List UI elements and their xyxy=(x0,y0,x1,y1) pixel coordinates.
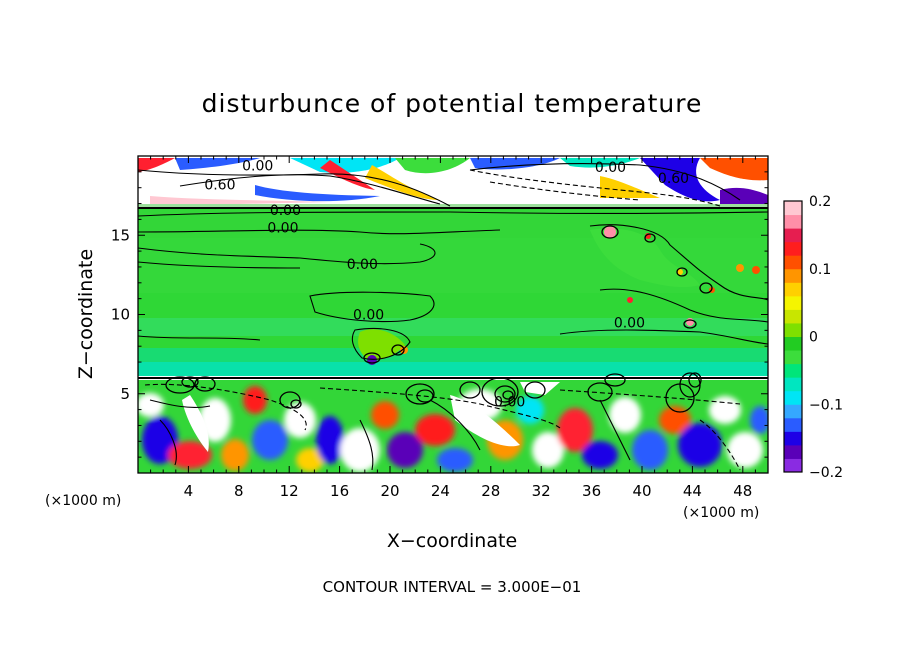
x-tick-label: 36 xyxy=(582,482,601,500)
colorbar: 0.2 0.1 0 −0.1 −0.2 xyxy=(783,194,843,481)
y-axis-label: Z−coordinate xyxy=(75,249,97,379)
colorbar-swatch xyxy=(784,377,802,392)
colorbar-swatch xyxy=(784,201,802,216)
colorbar-tick-label: −0.1 xyxy=(809,397,843,413)
colorbar-swatch xyxy=(784,336,802,351)
colorbar-swatch xyxy=(784,444,802,459)
colorbar-tick-label: −0.2 xyxy=(809,465,843,481)
chart-title: disturbunce of potential temperature xyxy=(202,89,703,118)
contour-label: 0.60 xyxy=(658,171,689,187)
y-tick-label: 10 xyxy=(111,306,130,324)
x-unit-left: (×1000 m) xyxy=(45,493,121,509)
contour-label: 0.00 xyxy=(595,160,626,176)
contour-label: 0.00 xyxy=(614,315,645,331)
contour-interval-note: CONTOUR INTERVAL = 3.000E−01 xyxy=(323,578,582,596)
x-unit-right: (×1000 m) xyxy=(683,505,759,521)
upper-band xyxy=(138,156,768,208)
contour-label: 0.00 xyxy=(267,220,298,236)
x-tick-label: 32 xyxy=(532,482,551,500)
contour-labels: 0.000.600.000.000.000.000.000.600.000.00 xyxy=(204,159,689,411)
contour-label: 0.00 xyxy=(353,308,384,324)
colorbar-frame xyxy=(783,200,803,473)
colorbar-tick-label: 0.2 xyxy=(809,194,831,210)
colorbar-swatch xyxy=(784,322,802,337)
colorbar-swatch xyxy=(784,295,802,310)
colorbar-tick-label: 0.1 xyxy=(809,262,831,278)
lower-band xyxy=(138,376,768,473)
colorbar-swatch xyxy=(784,228,802,243)
colorbar-swatch xyxy=(784,214,802,229)
contour-lines xyxy=(138,163,768,471)
y-axis: 5 10 15 xyxy=(111,171,768,458)
contour-label: 0.00 xyxy=(347,257,378,273)
x-tick-label: 16 xyxy=(330,482,349,500)
contour-label: 0.00 xyxy=(242,159,273,175)
colorbar-swatch xyxy=(784,309,802,324)
x-tick-label: 40 xyxy=(632,482,651,500)
colorbar-swatch xyxy=(784,458,802,473)
colorbar-ticks: 0.2 0.1 0 −0.1 −0.2 xyxy=(809,194,843,481)
contour-label: 0.00 xyxy=(270,203,301,219)
x-axis-label: X−coordinate xyxy=(387,530,517,552)
colorbar-swatch xyxy=(784,390,802,405)
colorbar-swatch xyxy=(784,350,802,365)
y-tick-label: 5 xyxy=(120,385,130,403)
x-tick-label: 28 xyxy=(481,482,500,500)
colorbar-swatch xyxy=(784,431,802,446)
x-tick-label: 24 xyxy=(431,482,450,500)
colorbar-swatch xyxy=(784,363,802,378)
colorbar-swatch xyxy=(784,255,802,270)
colorbar-swatch xyxy=(784,417,802,432)
plot-area: 0.000.600.000.000.000.000.000.600.000.00 xyxy=(138,156,768,473)
x-tick-label: 4 xyxy=(184,482,194,500)
x-tick-label: 12 xyxy=(280,482,299,500)
x-tick-label: 8 xyxy=(234,482,244,500)
mid-band xyxy=(138,208,768,376)
contour-label: 0.00 xyxy=(494,395,525,411)
colorbar-swatch xyxy=(784,241,802,256)
contour-label: 0.60 xyxy=(204,178,235,194)
colorbar-swatch xyxy=(784,404,802,419)
colorbar-swatch xyxy=(784,268,802,283)
x-tick-label: 44 xyxy=(683,482,702,500)
colorbar-swatches xyxy=(784,201,802,473)
colorbar-swatch xyxy=(784,282,802,297)
colorbar-tick-label: 0 xyxy=(809,330,818,346)
x-tick-label: 20 xyxy=(380,482,399,500)
x-tick-label: 48 xyxy=(733,482,752,500)
contour-clusters xyxy=(165,225,713,413)
y-tick-label: 15 xyxy=(111,226,130,244)
x-axis: 4 8 12 16 20 24 28 32 36 40 44 48 xyxy=(150,156,756,500)
